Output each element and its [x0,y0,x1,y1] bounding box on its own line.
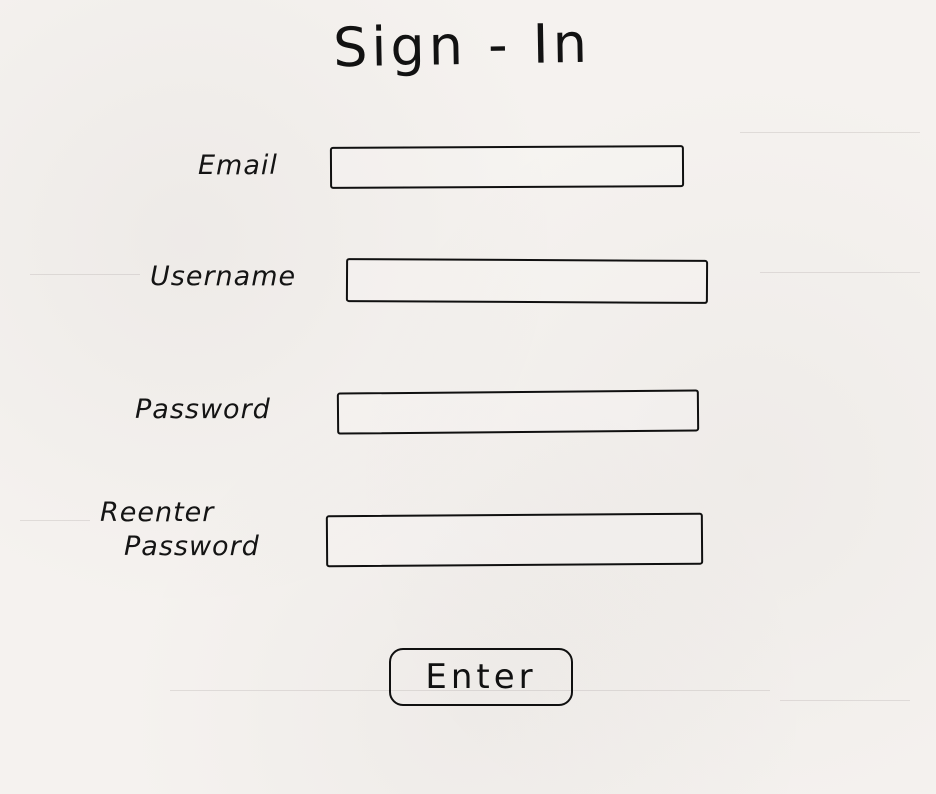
email-field[interactable] [329,145,685,189]
password-label: Password [135,394,271,425]
reenter-password-field[interactable] [325,512,704,568]
enter-button[interactable]: Enter [389,648,573,706]
email-label: Email [198,150,278,181]
reenter-password-label: Reenter Password [100,498,260,562]
background-line [780,700,910,701]
password-field[interactable] [336,389,700,435]
reenter-password-label-line1: Reenter [100,497,215,528]
background-line [760,272,920,273]
background-line [30,274,140,275]
username-label: Username [150,261,297,292]
background-line [170,690,770,691]
reenter-password-label-line2: Password [124,531,260,562]
background-line [740,132,920,133]
background-line [20,520,90,521]
username-field[interactable] [345,258,709,304]
